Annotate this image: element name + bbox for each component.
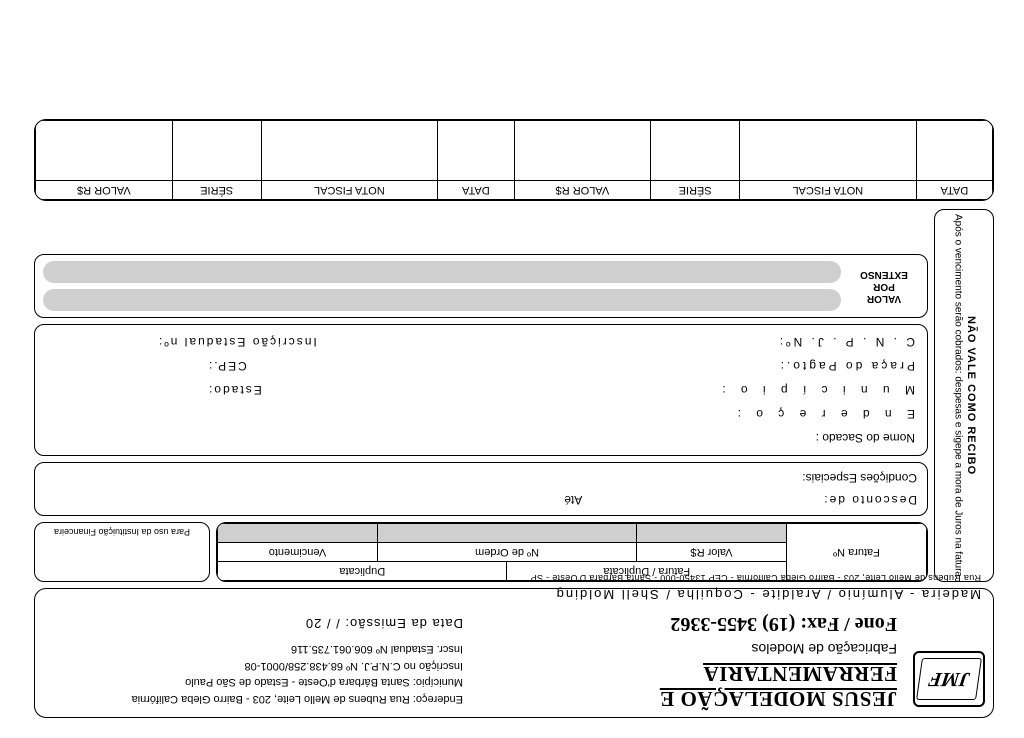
middle-column: Fatura Nº Fatura / Duplicata Duplicata V…	[34, 209, 928, 582]
hdr-endereco: Endereço: Rua Rubens de Mello Leite, 203…	[45, 691, 463, 708]
fatura-top-b: Duplicata	[218, 562, 508, 581]
sacado-endereco: E n d e r e ç o :	[732, 407, 915, 421]
instituicao-financeira-box: Para uso da Instituição Financeira	[34, 522, 210, 582]
valor-extenso-box: VALOR POR EXTENSO	[34, 254, 928, 318]
bh-valor-2: VALOR R$	[36, 181, 173, 200]
fatura-val-c	[218, 524, 378, 543]
fatura-mid-c: Vencimento	[218, 543, 378, 562]
fin-label: Para uso da Instituição Financeira	[54, 527, 190, 537]
company-name: JESUS MODELAÇÃO E FERRAMENTARIA	[481, 661, 897, 711]
company-phone: Fone / Fax: (19) 3455-3362	[481, 612, 897, 635]
hdr-inscr: Inscr. Estadual Nº 606.061.735.116	[45, 641, 463, 658]
middle-row: NÃO VALE COMO RECIBO Após o vencimento s…	[34, 209, 994, 582]
valor-bar-1	[43, 289, 841, 311]
bt-c5	[438, 121, 514, 181]
header-left: JMF JESUS MODELAÇÃO E FERRAMENTARIA Fabr…	[473, 589, 993, 717]
bt-c6	[261, 121, 438, 181]
nao-vale-recibo-text: NÃO VALE COMO RECIBO Após o vencimento s…	[949, 210, 979, 581]
bh-nf-2: NOTA FISCAL	[261, 181, 438, 200]
sacado-nome: Nome do Sacado :	[816, 431, 915, 445]
fatura-mid-a: Valor R$	[637, 543, 787, 562]
val-l3: EXTENSO	[860, 269, 908, 280]
val-l2: POR	[873, 281, 895, 292]
bh-serie-2: SÉRIE	[172, 181, 261, 200]
bh-valor-1: VALOR R$	[514, 181, 651, 200]
valor-bar-2	[43, 261, 841, 283]
nvcr-body: Após o vencimento serão cobrados: despes…	[952, 214, 963, 577]
bt-c1	[916, 121, 992, 181]
bh-serie-1: SÉRIE	[651, 181, 740, 200]
sacado-estado: Estado:	[207, 383, 262, 397]
desconto-label: Desconto de:	[822, 493, 917, 507]
bottom-table: DATA NOTA FISCAL SÉRIE VALOR R$ DATA NOT…	[35, 120, 993, 200]
company-subtitle: Fabricação de Modelos	[481, 641, 897, 657]
desconto-box: Desconto de: Até Condições Especiais:	[34, 462, 928, 516]
bh-data-2: DATA	[438, 181, 514, 200]
hdr-emissao: Data da Emissão: / / 20	[45, 614, 463, 634]
logo-text: JMF	[916, 658, 982, 700]
bottom-table-box: DATA NOTA FISCAL SÉRIE VALOR R$ DATA NOT…	[34, 119, 994, 201]
bt-c4	[514, 121, 651, 181]
sacado-inscr: Inscrição Estadual nº:	[157, 335, 317, 349]
nvcr-title: NÃO VALE COMO RECIBO	[965, 316, 977, 475]
condicoes-label: Condições Especiais:	[45, 471, 917, 485]
sacado-cep: CEP.:	[207, 359, 247, 373]
fatura-no-label: Fatura Nº	[787, 524, 927, 581]
val-l1: VALOR	[867, 293, 901, 304]
sacado-cnpj: C . N . P . J. Nº:	[777, 335, 915, 349]
materials-line: Madeira - Alumínio / Araldite - Coquilha…	[481, 587, 981, 602]
header-panel: JMF JESUS MODELAÇÃO E FERRAMENTARIA Fabr…	[34, 588, 994, 718]
hdr-cnpj: Inscrição no C.N.P.J. Nº 68.438.258/0001…	[45, 658, 463, 675]
bh-data-1: DATA	[916, 181, 992, 200]
fatura-mid-b: Nº de Ordem	[378, 543, 637, 562]
sacado-municipio: M u n i c í p i o :	[716, 383, 915, 397]
valor-extenso-label: VALOR POR EXTENSO	[849, 268, 919, 304]
header-right: Endereço: Rua Rubens de Mello Leite, 203…	[35, 589, 473, 717]
hdr-municipio: Município: Santa Bárbara d'Oeste - Estad…	[45, 674, 463, 691]
ate-label: Até	[564, 493, 582, 507]
bh-nf-1: NOTA FISCAL	[739, 181, 916, 200]
fatura-val-a	[637, 524, 787, 543]
fatura-val-b	[378, 524, 637, 543]
bt-c2	[739, 121, 916, 181]
bt-c8	[36, 121, 173, 181]
bt-c3	[651, 121, 740, 181]
sacado-praca: Praça do Pagto.:	[778, 359, 915, 373]
address-small: Rua Rubens de Mello Leite, 203 - Bairro …	[481, 573, 981, 583]
nao-vale-recibo-box: NÃO VALE COMO RECIBO Após o vencimento s…	[934, 209, 994, 582]
company-logo: JMF	[913, 651, 985, 707]
bt-c7	[172, 121, 261, 181]
sacado-box: Nome do Sacado : E n d e r e ç o : M u n…	[34, 324, 928, 456]
valor-extenso-bars	[43, 261, 841, 311]
